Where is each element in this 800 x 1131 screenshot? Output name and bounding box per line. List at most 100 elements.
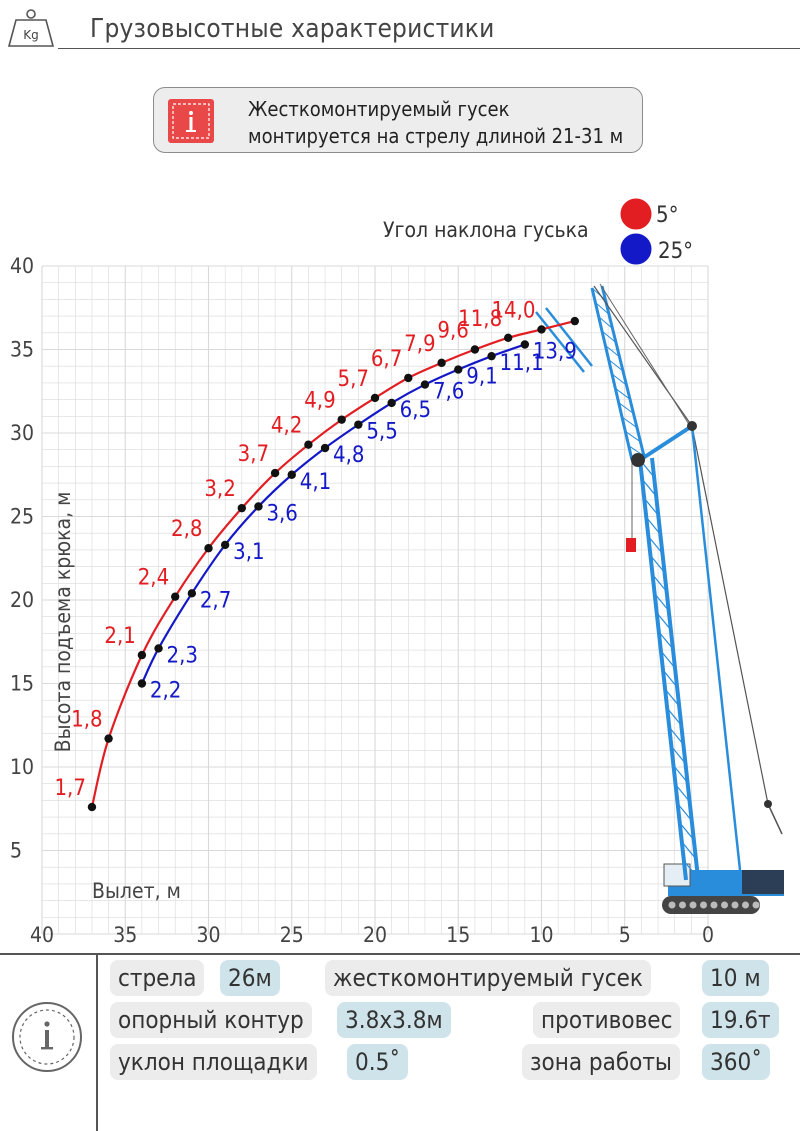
x-tick-label: 40	[30, 923, 54, 947]
crane-jib-lacing	[611, 373, 627, 386]
header-divider	[58, 48, 800, 49]
data-point	[254, 502, 263, 511]
y-tick-label: 5	[10, 839, 22, 863]
data-point	[154, 644, 163, 653]
crane-track-wheel	[689, 901, 697, 909]
data-label: 9,1	[466, 365, 497, 390]
data-label: 4,9	[304, 389, 335, 414]
data-point	[387, 398, 396, 408]
y-tick-label: 10	[10, 755, 34, 779]
param-outrigger-value: 3.8x3.8м	[337, 1002, 451, 1038]
data-label: 3,6	[266, 501, 297, 526]
data-point	[270, 468, 280, 478]
crane-jib-lacing	[615, 387, 631, 400]
legend-label-25: 25°	[658, 239, 693, 264]
header: Kg Грузовысотные характеристики	[0, 0, 800, 52]
crane-pulley	[631, 453, 645, 467]
crane-boom-lacing	[664, 688, 680, 707]
crane-boom-lacing	[652, 574, 668, 593]
crane-track-wheel	[710, 901, 718, 909]
data-label: 9,6	[437, 319, 468, 344]
crane-jib-lacing	[601, 330, 617, 344]
page-title: Грузовысотные характеристики	[90, 14, 495, 44]
footer-divider	[0, 953, 800, 955]
y-tick-label: 15	[10, 672, 34, 696]
crane-flyjib	[535, 311, 585, 373]
data-point	[504, 333, 513, 343]
param-counterweight-value: 19.6т	[702, 1002, 779, 1038]
data-label: 2,7	[200, 588, 231, 613]
x-tick-label: 25	[280, 923, 304, 947]
data-point	[320, 443, 330, 453]
crane-flyjib	[545, 307, 593, 367]
crane-boom-lacing	[662, 669, 678, 688]
weight-icon: Kg	[7, 9, 55, 47]
crane-pendant	[691, 425, 769, 805]
crane-pendant	[767, 803, 783, 835]
info-warning-icon	[168, 99, 214, 143]
legend-label-5: 5°	[656, 203, 678, 228]
crane-jib-lacing	[591, 287, 606, 301]
notice-line-1: Жесткомонтируемый гусек	[248, 97, 510, 121]
footer-vertical-divider	[96, 955, 98, 1131]
data-point	[470, 345, 480, 354]
data-point	[137, 650, 147, 660]
data-point	[520, 340, 530, 349]
crane-boom-lacing	[641, 478, 657, 497]
param-work-zone-label: зона работы	[522, 1044, 680, 1080]
crane-counterweight	[742, 870, 784, 894]
x-tick-label: 30	[196, 923, 220, 947]
data-point	[237, 503, 246, 513]
data-label: 3,7	[238, 442, 269, 467]
crane-boom-lacing	[683, 860, 699, 879]
crane-hook	[626, 538, 636, 552]
crane-track-wheel	[731, 901, 739, 909]
data-point	[337, 415, 346, 424]
y-axis-label: Высота подъема крюка, м	[51, 492, 75, 753]
crane-boom-lacing	[658, 631, 674, 650]
crane-boom-lacing	[668, 726, 684, 745]
data-label: 2,1	[104, 624, 135, 649]
data-point	[304, 440, 313, 449]
crane-jib-lacing	[605, 344, 620, 358]
y-tick-label: 40	[10, 254, 34, 278]
legend-title: Угол наклона гуська	[383, 218, 589, 242]
crane-boom-lacing	[681, 841, 697, 860]
crane-boom-lacing	[654, 593, 670, 612]
data-point	[87, 802, 97, 812]
crane-track-wheel	[721, 901, 728, 909]
data-label: 4,2	[271, 414, 302, 439]
data-point	[537, 325, 546, 334]
crane-backstay	[690, 425, 742, 871]
data-label: 6,7	[371, 347, 402, 372]
crane-drawing	[535, 283, 784, 914]
x-tick-label: 10	[529, 923, 553, 947]
crane-mast	[638, 424, 694, 462]
crane-track-wheel	[700, 901, 707, 909]
legend-marker-5	[619, 197, 653, 231]
y-tick-label: 30	[10, 421, 34, 445]
data-point	[187, 589, 197, 598]
crane-track-wheel	[679, 901, 686, 909]
data-label: 2,8	[171, 517, 202, 542]
param-jib-value: 10 м	[702, 960, 769, 996]
crane-boom-lacing	[647, 535, 663, 554]
data-label: 11,8	[458, 307, 502, 332]
param-jib-label: жесткомонтируемый гусек	[325, 960, 651, 996]
data-label: 2,3	[167, 643, 198, 668]
axis-ticks: 40 35 30 25 20 15 10 5 0 5 10 15 20 25 30 35 40	[10, 254, 714, 947]
data-label: 4,1	[300, 470, 331, 495]
crane-jib-lacing	[625, 430, 641, 443]
crane-jib-lacing	[621, 416, 638, 429]
y-tick-label: 25	[10, 505, 34, 529]
data-point	[220, 540, 230, 550]
data-label: 4,8	[333, 443, 364, 468]
crane-pulley	[687, 421, 697, 431]
crane-track-wheel	[752, 901, 760, 909]
chart-series: 1,71,82,12,42,83,23,74,24,95,76,77,99,61…	[54, 298, 579, 812]
crane-track-wheel	[742, 901, 749, 909]
data-point	[404, 373, 413, 383]
data-label: 2,4	[138, 566, 169, 591]
data-point	[287, 470, 296, 479]
series-line-0	[90, 320, 576, 808]
